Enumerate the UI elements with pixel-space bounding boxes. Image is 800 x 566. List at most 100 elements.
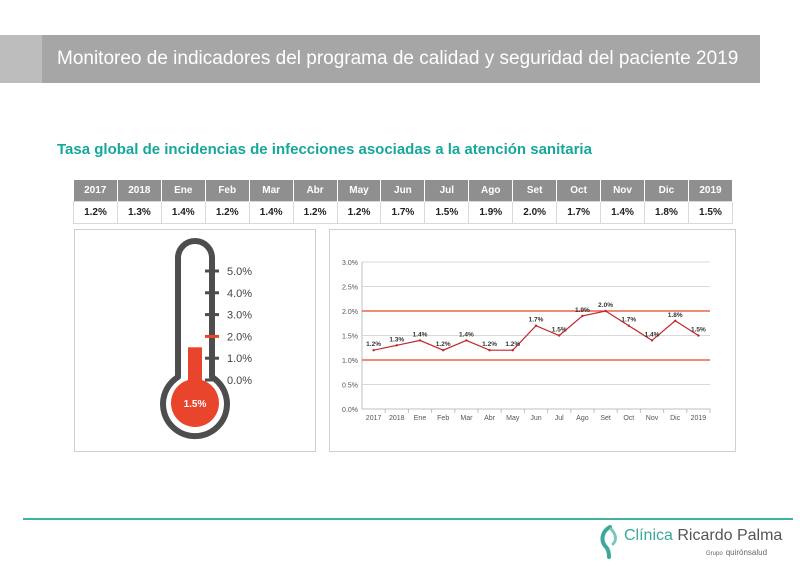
data-point [697, 334, 700, 337]
x-tick-label: May [506, 415, 520, 422]
thermometer-outline [160, 238, 230, 440]
data-point [604, 309, 607, 313]
y-tick-label: 2.0% [342, 309, 358, 316]
data-label: 1.2% [482, 341, 497, 348]
table-header-cell: 2018 [117, 180, 162, 202]
page-title: Monitoreo de indicadores del programa de… [57, 48, 739, 69]
x-tick-label: Dic [670, 415, 681, 422]
table-header-cell: Jul [424, 180, 470, 202]
data-label: 1.9% [575, 307, 590, 314]
x-tick-label: Mar [460, 415, 473, 422]
data-label: 1.2% [436, 341, 451, 348]
data-point [511, 349, 514, 352]
data-label: 1.7% [529, 317, 544, 324]
x-tick-label: Nov [646, 415, 659, 422]
scale-label: 2.0% [227, 331, 252, 343]
logo-name: Ricardo Palma [677, 527, 783, 544]
logo-brand: Clínica [624, 527, 673, 544]
x-tick-label: Oct [623, 415, 634, 422]
data-point [395, 344, 398, 347]
indicator-table: 2017 2018 Ene Feb Mar Abr May Jun Jul Ago Set Oct No… [73, 180, 734, 224]
table-header-cell: May [337, 180, 382, 202]
table-cell: 1.2% [292, 201, 338, 224]
line-chart: 0.0% 0.5% 1.0% 1.5% 2.0% 2.5% 3.0% 2017 2018 Ene F… [342, 260, 711, 422]
table-header-cell: Nov [600, 180, 645, 202]
table-header-cell: Ago [468, 180, 514, 202]
table-header-cell: Ene [161, 180, 206, 202]
data-point [650, 339, 654, 342]
table-header-row: 2017 2018 Ene Feb Mar Abr May Jun Jul Ago Set Oct No… [73, 180, 734, 202]
data-label: 1.4% [645, 331, 660, 338]
x-tick-label: Jul [555, 415, 564, 422]
x-tick-label: Ene [414, 415, 427, 422]
data-point [372, 349, 375, 352]
x-tick-label: Ago [576, 415, 589, 422]
scale-label: 4.0% [227, 288, 252, 300]
data-point [534, 324, 538, 327]
table-header-cell: Feb [205, 180, 250, 202]
data-point [488, 349, 491, 352]
table-cell: 1.2% [73, 201, 118, 224]
data-point [418, 339, 422, 342]
table-header-cell: Set [512, 180, 558, 202]
table-cell: 1.8% [643, 201, 689, 224]
data-label: 1.2% [505, 341, 520, 348]
clinic-logo-text: Clínica Ricardo Palma [624, 527, 782, 545]
data-label: 1.2% [366, 341, 381, 348]
table-cell: 1.2% [336, 201, 382, 224]
table-cell: 2.0% [512, 201, 558, 224]
scale-label: 3.0% [227, 310, 252, 322]
table-cell: 1.4% [248, 201, 294, 224]
x-tick-label: 2019 [691, 415, 707, 422]
logo-group-label: Grupo [706, 551, 723, 557]
data-label: 1.5% [552, 327, 567, 334]
header-accent [0, 35, 42, 83]
table-header-cell: Oct [556, 180, 602, 202]
table-cell: 1.5% [424, 201, 470, 224]
y-tick-label: 2.5% [342, 285, 358, 292]
y-tick-label: 3.0% [342, 260, 358, 267]
data-point [627, 324, 630, 327]
scale-label: 0.0% [227, 375, 252, 387]
clinic-logo-icon [600, 525, 617, 559]
data-point [465, 339, 468, 342]
table-cell: 1.2% [204, 201, 250, 224]
thermometer-bulb [171, 379, 219, 427]
data-label: 1.8% [668, 312, 683, 319]
thermometer-value-label: 1.5% [184, 399, 207, 410]
y-tick-label: 0.0% [342, 407, 358, 414]
table-cell: 1.4% [160, 201, 206, 224]
data-label: 1.7% [621, 317, 636, 324]
footer-divider [23, 518, 793, 520]
data-point [442, 349, 445, 352]
thermometer-gauge: 1.5% 5.0% 4.0% 3.0% 2.0% 1.0% 0.0% [160, 238, 252, 440]
x-tick-label: Abr [484, 415, 496, 422]
table-cell: 1.9% [468, 201, 514, 224]
table-cell: 1.7% [380, 201, 426, 224]
thermometer-panel: 1.5% 5.0% 4.0% 3.0% 2.0% 1.0% 0.0% [74, 229, 316, 452]
table-header-cell: Mar [249, 180, 294, 202]
x-tick-label: 2018 [389, 415, 405, 422]
x-tick-label: Set [600, 415, 611, 422]
line-chart-panel: 0.0% 0.5% 1.0% 1.5% 2.0% 2.5% 3.0% 2017 2018 Ene F… [329, 229, 736, 452]
y-tick-label: 1.0% [342, 358, 358, 365]
data-point [581, 314, 584, 318]
table-row: 1.2% 1.3% 1.4% 1.2% 1.4% 1.2% 1.2% 1.7% 1.5% 1.9%… [73, 201, 734, 224]
scale-label: 5.0% [227, 266, 252, 278]
data-label: 1.3% [389, 336, 404, 343]
table-header-cell: Abr [293, 180, 338, 202]
x-tick-label: Jun [530, 415, 541, 422]
data-label: 1.4% [459, 331, 474, 338]
table-header-cell: Jun [380, 180, 426, 202]
data-label: 1.5% [691, 327, 706, 334]
x-tick-label: Feb [437, 415, 449, 422]
logo-company: quirónsalud [725, 548, 768, 557]
logo-group: Grupo quirónsalud [706, 548, 767, 557]
x-tick-label: 2017 [366, 415, 382, 422]
table-header-cell: Dic [644, 180, 689, 202]
data-label: 1.4% [413, 331, 428, 338]
table-header-cell: 2019 [688, 180, 734, 202]
header-band: Monitoreo de indicadores del programa de… [0, 35, 760, 83]
table-header-cell: 2017 [73, 180, 118, 202]
data-label: 2.0% [598, 302, 613, 309]
